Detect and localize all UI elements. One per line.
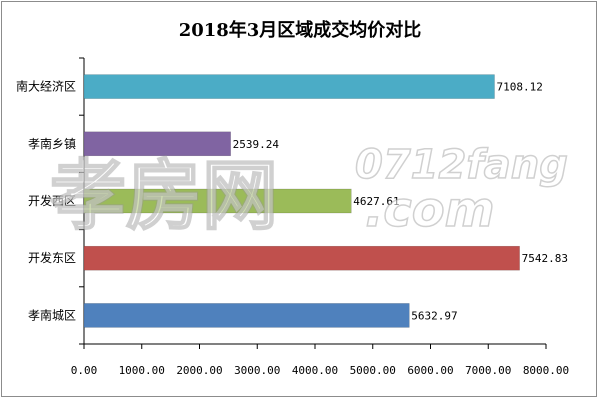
category-label: 南大经济区 bbox=[16, 79, 76, 94]
category-label: 开发东区 bbox=[28, 250, 76, 265]
x-tick-label: 4000.00 bbox=[292, 364, 338, 377]
data-label: 7108.12 bbox=[496, 81, 542, 94]
x-tick-label: 8000.00 bbox=[523, 364, 569, 377]
bar bbox=[83, 74, 495, 99]
chart-title: 2018年3月区域成交均价对比 bbox=[178, 20, 422, 41]
x-tick-label: 6000.00 bbox=[407, 364, 453, 377]
bar bbox=[83, 188, 352, 214]
x-tick-label: 0.00 bbox=[71, 364, 98, 377]
data-label: 7542.83 bbox=[522, 252, 568, 265]
category-label: 孝南乡镇 bbox=[28, 136, 76, 151]
x-tick-label: 3000.00 bbox=[234, 364, 280, 377]
x-tick-label: 1000.00 bbox=[119, 364, 165, 377]
bar bbox=[83, 245, 520, 271]
bar bbox=[83, 131, 231, 157]
x-tick-label: 5000.00 bbox=[350, 364, 396, 377]
bar bbox=[83, 303, 410, 328]
data-label: 2539.24 bbox=[233, 138, 280, 151]
category-label: 孝南城区 bbox=[28, 307, 76, 322]
category-label: 开发西区 bbox=[28, 193, 76, 208]
x-tick-label: 2000.00 bbox=[176, 364, 222, 377]
x-tick-label: 7000.00 bbox=[465, 364, 511, 377]
data-label: 4627.61 bbox=[353, 195, 399, 208]
data-label: 5632.97 bbox=[411, 309, 457, 322]
